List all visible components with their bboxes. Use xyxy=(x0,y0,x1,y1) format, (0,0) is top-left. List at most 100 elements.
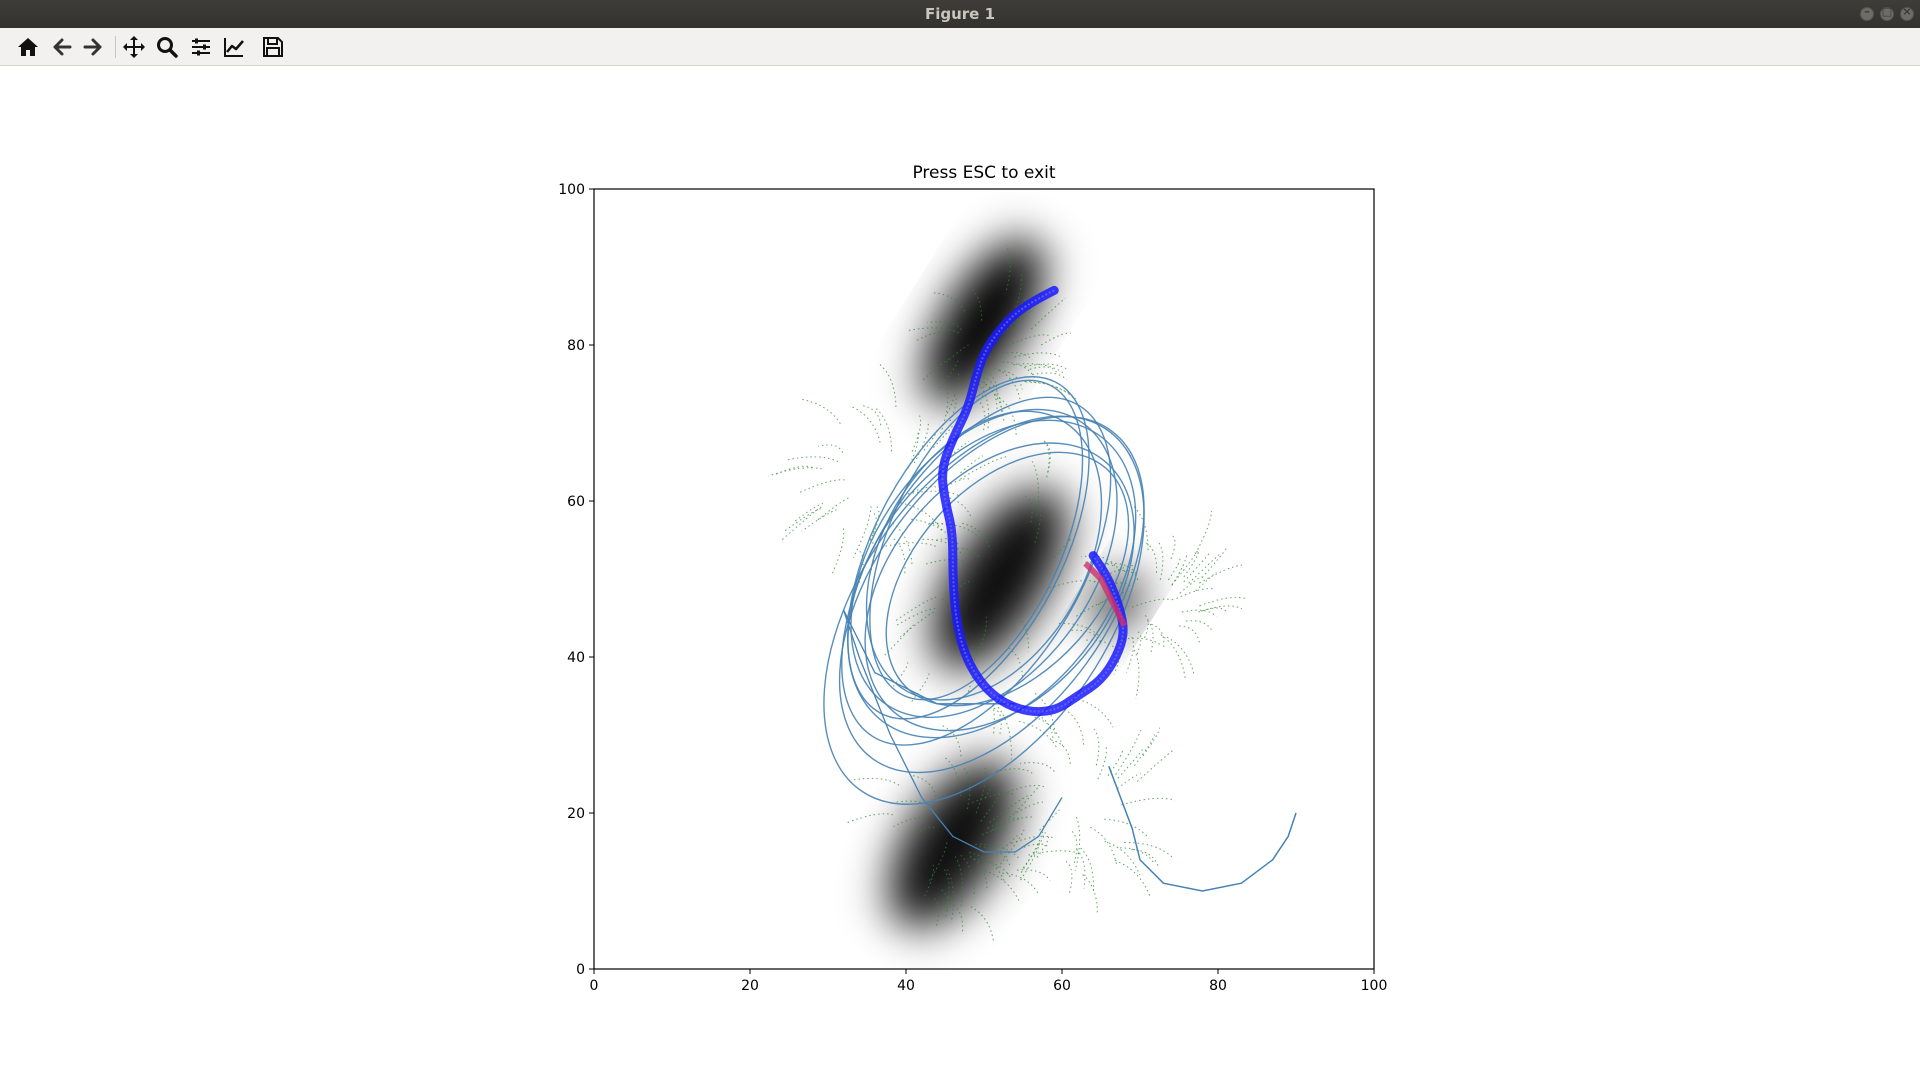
particle-trace xyxy=(973,859,1011,878)
particle-trace xyxy=(1136,749,1175,782)
particle-trace xyxy=(1035,836,1049,860)
particle-trace xyxy=(938,478,970,491)
particle-trace xyxy=(1171,552,1188,586)
particle-trace xyxy=(1005,245,1011,291)
particle-trace xyxy=(1104,818,1150,839)
particle-trace xyxy=(922,538,962,554)
particle-trace xyxy=(1093,728,1100,766)
particle-trace xyxy=(944,869,950,914)
configure-subplots-button[interactable] xyxy=(188,34,214,60)
particle-trace xyxy=(896,800,937,811)
particle-trace xyxy=(1008,801,1044,818)
particle-trace xyxy=(1201,546,1228,579)
y-tick-label: 80 xyxy=(567,338,585,354)
navigation-toolbar xyxy=(0,28,1920,66)
particle-trace xyxy=(949,902,964,932)
maximize-button[interactable]: □ xyxy=(1880,5,1894,21)
history-loop xyxy=(847,376,1090,720)
particle-trace xyxy=(1002,872,1039,894)
forward-icon xyxy=(83,38,102,56)
particle-trace xyxy=(910,826,935,838)
toolbar-separator xyxy=(115,36,116,58)
particle-trace xyxy=(1199,564,1243,584)
particle-trace xyxy=(1104,840,1141,876)
particle-trace xyxy=(874,407,893,452)
close-button[interactable]: × xyxy=(1900,5,1914,21)
particle-trace xyxy=(997,706,1012,760)
particle-trace xyxy=(1131,848,1159,868)
history-loop xyxy=(865,410,1103,701)
particle-trace xyxy=(1168,556,1181,581)
particle-trace xyxy=(922,358,950,381)
particle-trace xyxy=(975,843,1019,859)
maximize-icon: □ xyxy=(1881,5,1893,18)
particle-trace xyxy=(943,344,969,365)
pan-button[interactable] xyxy=(121,34,147,60)
zoom-button[interactable] xyxy=(154,34,180,60)
particle-trace xyxy=(1121,797,1176,806)
y-axis: 0 20 40 60 80 100 xyxy=(558,182,594,978)
particle-trace xyxy=(1183,552,1211,583)
history-loop xyxy=(864,442,1135,732)
particle-trace xyxy=(1029,366,1058,374)
particle-trace xyxy=(798,479,845,494)
minimize-button[interactable]: – xyxy=(1860,5,1874,21)
particle-trace xyxy=(860,404,882,426)
particle-trace xyxy=(1199,596,1246,607)
figure-canvas[interactable]: Press ESC to exit 0 20 40 60 80 100 0 20 40 60 80… xyxy=(0,66,1920,1080)
particle-trace xyxy=(948,547,980,558)
particle-trace xyxy=(1119,847,1155,865)
particle-trace xyxy=(1039,809,1060,831)
particle-trace xyxy=(1090,826,1118,866)
x-tick-label: 60 xyxy=(1053,978,1071,994)
y-tick-label: 60 xyxy=(567,494,585,510)
edit-axis-button[interactable] xyxy=(221,34,247,60)
particle-trace xyxy=(1103,562,1137,574)
density-blob xyxy=(932,488,1068,670)
particle-trace xyxy=(975,616,988,657)
particle-trace xyxy=(878,363,897,407)
particle-trace xyxy=(1080,847,1094,891)
particle-trace xyxy=(1117,773,1141,790)
save-button[interactable] xyxy=(260,34,286,60)
forward-button[interactable] xyxy=(80,34,106,60)
particle-trace xyxy=(911,518,957,543)
particle-trace xyxy=(1004,784,1045,794)
particle-trace xyxy=(943,756,961,796)
particle-trace xyxy=(1071,831,1078,866)
particle-trace xyxy=(930,292,966,312)
particle-trace xyxy=(996,835,1018,856)
particle-trace xyxy=(1013,363,1064,374)
particle-trace xyxy=(980,791,1001,822)
home-icon xyxy=(18,38,38,56)
history-loop xyxy=(847,419,1137,739)
particle-trace xyxy=(1194,510,1212,554)
y-tick-label: 0 xyxy=(576,962,585,978)
history-loop xyxy=(823,415,1145,805)
density-blob-core xyxy=(932,488,1068,670)
particle-trace xyxy=(916,332,945,342)
particle-trace xyxy=(1117,748,1144,779)
particle-trace xyxy=(959,522,990,547)
mean-path-markers xyxy=(941,289,1125,713)
particle-trace xyxy=(991,816,1033,831)
back-button[interactable] xyxy=(49,34,75,60)
home-button[interactable] xyxy=(15,34,41,60)
x-tick-label: 20 xyxy=(741,978,759,994)
particle-trace xyxy=(1014,785,1040,813)
particle-trace xyxy=(1114,569,1139,581)
particle-trace xyxy=(907,490,962,497)
history-loop xyxy=(841,396,1112,746)
particle-trace xyxy=(1160,634,1186,679)
minimize-icon: – xyxy=(1864,5,1870,18)
particle-trace xyxy=(966,284,983,321)
particle-trace xyxy=(894,596,937,622)
particle-trace xyxy=(1031,298,1066,330)
density-blob xyxy=(888,760,1017,928)
particle-trace xyxy=(933,898,940,929)
density-blob-core xyxy=(924,238,1044,405)
particle-trace xyxy=(1143,615,1149,641)
save-icon xyxy=(263,37,283,57)
particle-trace xyxy=(1015,720,1057,748)
particle-trace xyxy=(1025,381,1075,399)
